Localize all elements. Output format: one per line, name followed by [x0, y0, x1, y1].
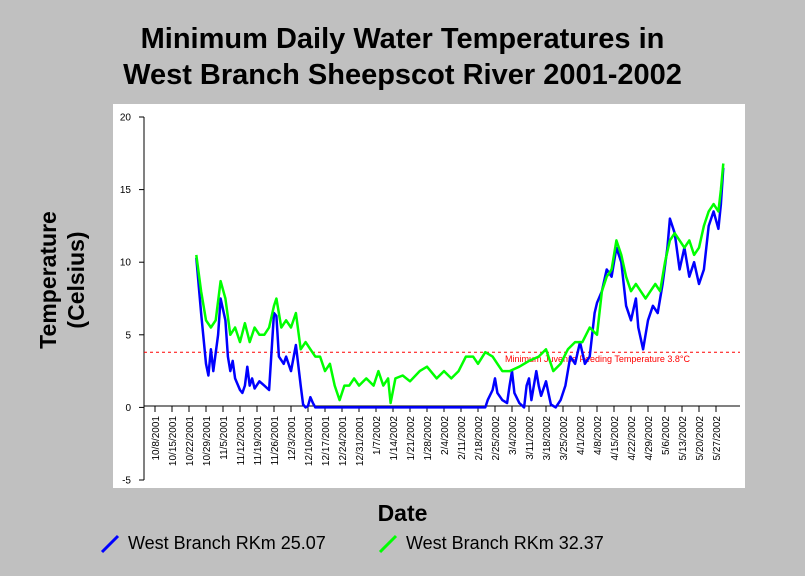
y-tick-label: 20: [120, 113, 132, 124]
legend-swatch-blue: [100, 534, 120, 553]
series-line-2: [195, 163, 725, 405]
chart-title-line-2: West Branch Sheepscot River 2001-2002: [123, 59, 682, 91]
x-tick-label: 5/6/2002: [661, 416, 672, 455]
x-tick-label: 3/11/2002: [525, 416, 536, 460]
x-tick-label: 4/22/2002: [627, 416, 638, 461]
x-tick-label: 5/20/2002: [695, 416, 706, 461]
x-tick-label: 1/7/2002: [372, 416, 383, 455]
x-tick-label: 11/26/2001: [270, 416, 281, 466]
x-tick-label: 1/14/2002: [389, 416, 400, 461]
x-tick-label: 12/3/2001: [287, 416, 298, 461]
x-tick-label: 1/28/2002: [423, 416, 434, 461]
x-tick-label: 12/10/2001: [304, 416, 315, 466]
x-tick-label: 12/24/2001: [338, 416, 349, 466]
legend-item-rkm-25-07: West Branch RKm 25.07: [100, 533, 326, 554]
x-tick-label: 2/18/2002: [474, 416, 485, 461]
x-axis-title: Date: [377, 500, 428, 526]
x-tick-label: 4/8/2002: [593, 416, 604, 455]
x-tick-label: 4/1/2002: [576, 416, 587, 455]
reference-line-label: Minimum Juvenile Feeding Temperature 3.8…: [505, 354, 691, 364]
x-tick-label: 3/18/2002: [542, 416, 553, 461]
legend-item-rkm-32-37: West Branch RKm 32.37: [378, 533, 604, 554]
x-tick-label: 2/11/2002: [457, 416, 468, 460]
x-tick-label: 3/25/2002: [559, 416, 570, 461]
x-tick-label: 11/19/2001: [253, 416, 264, 466]
y-tick-label: 10: [120, 258, 132, 269]
x-tick-label: 12/17/2001: [321, 416, 332, 466]
series-line-1: [195, 167, 725, 409]
y-axis-title-line-1: Temperature: [35, 211, 61, 349]
x-tick-label: 11/12/2001: [236, 416, 247, 466]
x-tick-label: 10/8/2001: [151, 416, 162, 461]
legend-label-rkm-32-37: West Branch RKm 32.37: [406, 533, 604, 553]
legend-swatch-green: [378, 534, 398, 553]
x-tick-label: 10/29/2001: [202, 416, 213, 466]
x-tick-label: 11/5/2001: [219, 416, 230, 460]
x-tick-label: 2/25/2002: [491, 416, 502, 461]
x-tick-label: 4/15/2002: [610, 416, 621, 461]
x-tick-label: 2/4/2002: [440, 416, 451, 455]
y-tick-label: 15: [120, 185, 132, 196]
chart-title-line-1: Minimum Daily Water Temperatures in: [140, 23, 665, 55]
x-tick-label: 3/4/2002: [508, 416, 519, 455]
x-tick-label: 5/27/2002: [712, 416, 723, 461]
y-tick-label: -5: [122, 476, 131, 487]
x-tick-label: 12/31/2001: [355, 416, 366, 466]
x-tick-label: 10/15/2001: [168, 416, 179, 466]
legend-label-rkm-25-07: West Branch RKm 25.07: [128, 533, 326, 553]
x-tick-label: 4/29/2002: [644, 416, 655, 461]
x-tick-label: 1/21/2002: [406, 416, 417, 461]
y-tick-label: 0: [125, 403, 131, 414]
x-tick-label: 5/13/2002: [678, 416, 689, 461]
x-tick-label: 10/22/2001: [185, 416, 196, 466]
y-axis-title-line-2: (Celsius): [63, 231, 89, 329]
y-axis-title: Temperature (Celsius): [22, 180, 102, 380]
y-tick-label: 5: [125, 330, 131, 341]
